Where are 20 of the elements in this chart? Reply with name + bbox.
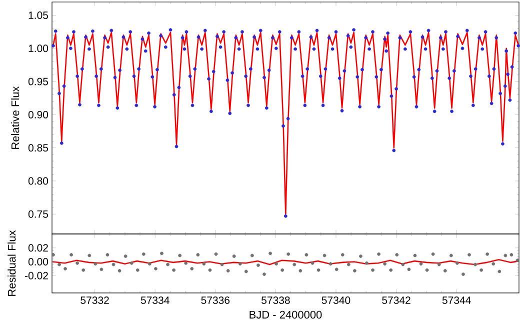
- y-axis-title: Relative Flux: [11, 86, 20, 149]
- y-tick-label: 0.00: [28, 258, 48, 266]
- y-tick-label: 0.80: [28, 177, 48, 185]
- x-tick-label: 57338: [262, 296, 290, 304]
- y-tick-label: -0.02: [25, 272, 48, 280]
- y-tick-label: 0.85: [28, 144, 48, 152]
- x-axis-title: BJD - 2400000: [250, 310, 322, 319]
- y-tick-label: 1.00: [28, 44, 48, 52]
- y-tick-label: 0.75: [28, 210, 48, 218]
- x-tick-label: 57342: [382, 296, 410, 304]
- y-axis-title: Residual Flux: [8, 230, 16, 296]
- y-tick-label: 0.02: [28, 244, 48, 252]
- x-tick-label: 57344: [442, 296, 471, 304]
- x-tick-label: 57334: [140, 296, 170, 304]
- y-tick-label: 0.95: [28, 78, 48, 86]
- y-tick-label: 1.05: [28, 12, 48, 19]
- x-tick-label: 57332: [80, 296, 109, 304]
- x-tick-label: 57340: [322, 296, 350, 304]
- x-tick-label: 57336: [201, 296, 230, 304]
- y-tick-label: 0.90: [28, 110, 48, 118]
